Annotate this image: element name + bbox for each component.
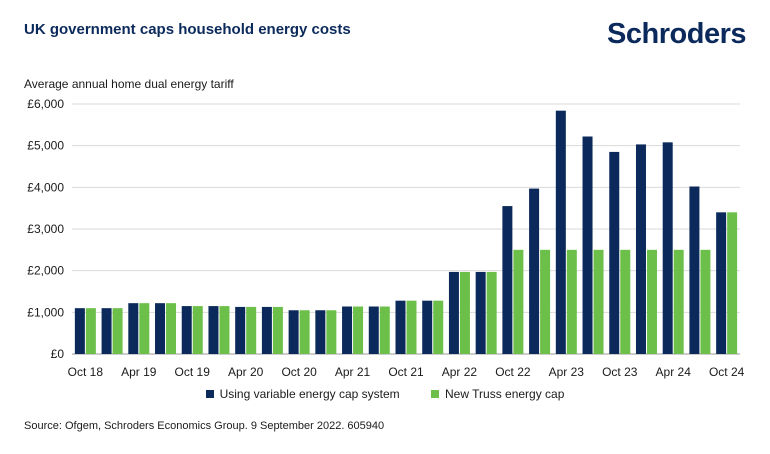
bar-truss-jul-21: [379, 306, 390, 354]
bar-truss-apr-24: [673, 249, 684, 354]
bar-truss-jan-24: [646, 249, 657, 354]
bar-variable-oct-23: [609, 151, 620, 354]
x-tick-label: Apr 23: [549, 365, 585, 379]
bar-variable-jul-19: [155, 303, 166, 354]
bar-truss-jul-20: [272, 306, 283, 354]
source-note: Source: Ofgem, Schroders Economics Group…: [24, 420, 385, 432]
chart-subtitle: Average annual home dual energy tariff: [24, 77, 234, 91]
y-tick-label: £1,000: [27, 305, 64, 319]
x-tick-label: Oct 22: [495, 365, 531, 379]
legend-item-variable: Using variable energy cap system: [205, 387, 400, 401]
bars: [74, 110, 738, 355]
bar-variable-jul-21: [368, 306, 379, 354]
bar-variable-apr-22: [448, 271, 459, 354]
bar-variable-jul-20: [261, 306, 272, 354]
bar-variable-apr-24: [662, 142, 673, 354]
bar-variable-jan-20: [208, 306, 219, 354]
bar-truss-apr-20: [246, 306, 257, 354]
bar-truss-jul-24: [700, 249, 711, 354]
bar-variable-apr-19: [128, 303, 139, 354]
x-tick-label: Oct 24: [709, 365, 745, 379]
bar-truss-oct-21: [406, 300, 417, 354]
bar-truss-apr-21: [353, 306, 364, 354]
x-tick-label: Oct 23: [602, 365, 638, 379]
bar-truss-oct-22: [513, 249, 524, 354]
bar-truss-jan-23: [540, 249, 551, 354]
x-tick-label: Apr 21: [335, 365, 371, 379]
bar-variable-jan-24: [635, 144, 646, 354]
bar-truss-jul-19: [166, 303, 177, 354]
x-axis: Oct 18 Apr 19 Oct 19 Apr 20 Oct 20 Apr 21 Oct …: [68, 365, 745, 379]
x-tick-label: Apr 19: [121, 365, 157, 379]
y-tick-label: £5,000: [27, 139, 64, 153]
y-tick-label: £2,000: [27, 264, 64, 278]
chart-title: UK government caps household energy cost…: [24, 21, 351, 38]
bar-truss-apr-22: [459, 271, 470, 354]
bar-truss-oct-20: [299, 310, 310, 354]
legend-label-variable: Using variable energy cap system: [219, 387, 400, 401]
x-tick-label: Apr 24: [656, 365, 692, 379]
bar-truss-apr-19: [139, 303, 150, 354]
x-tick-label: Oct 18: [68, 365, 104, 379]
bar-truss-apr-23: [566, 249, 577, 354]
bar-truss-jul-23: [593, 249, 604, 354]
bar-variable-jul-23: [582, 136, 593, 354]
legend-swatch-truss: [431, 390, 440, 398]
bar-variable-jan-21: [315, 310, 326, 354]
schroders-logo: Schroders: [607, 18, 746, 50]
bar-truss-oct-19: [192, 306, 203, 354]
bar-variable-oct-21: [395, 300, 406, 354]
bar-variable-jan-23: [529, 188, 540, 354]
bar-variable-oct-24: [716, 212, 727, 354]
bar-truss-oct-24: [727, 212, 738, 354]
x-tick-label: Oct 20: [281, 365, 317, 379]
legend-item-truss: New Truss energy cap: [431, 387, 564, 401]
bar-variable-jan-22: [422, 300, 433, 354]
legend-swatch-variable: [205, 390, 214, 398]
gridlines: [72, 103, 740, 355]
bar-truss-jan-21: [326, 310, 337, 354]
y-tick-label: £0: [51, 347, 65, 361]
x-tick-label: Oct 19: [175, 365, 211, 379]
legend: Using variable energy cap system New Tru…: [0, 387, 770, 401]
bar-variable-jul-22: [475, 271, 486, 354]
x-tick-label: Oct 21: [388, 365, 424, 379]
y-tick-label: £6,000: [27, 97, 64, 111]
bar-truss-oct-23: [620, 249, 631, 354]
bar-variable-apr-20: [235, 306, 246, 354]
bar-truss-oct-18: [85, 308, 96, 354]
bar-truss-jan-22: [433, 300, 444, 354]
bar-truss-jul-22: [486, 271, 497, 354]
legend-label-truss: New Truss energy cap: [445, 387, 565, 401]
y-axis: £0 £1,000 £2,000 £3,000 £4,000 £5,000 £6,000: [27, 97, 64, 361]
x-tick-label: Apr 22: [442, 365, 478, 379]
bar-variable-oct-18: [74, 308, 85, 354]
bar-variable-apr-21: [342, 306, 353, 354]
bar-variable-jul-24: [689, 186, 700, 354]
bar-variable-apr-23: [555, 110, 566, 355]
bar-truss-jan-20: [219, 306, 230, 354]
y-tick-label: £4,000: [27, 180, 64, 194]
bar-variable-jan-19: [101, 308, 112, 354]
bar-truss-jan-19: [112, 308, 123, 354]
bar-variable-oct-22: [502, 206, 513, 354]
x-tick-label: Apr 20: [228, 365, 264, 379]
y-tick-label: £3,000: [27, 222, 64, 236]
bar-variable-oct-20: [288, 310, 299, 354]
bar-variable-oct-19: [181, 306, 192, 354]
